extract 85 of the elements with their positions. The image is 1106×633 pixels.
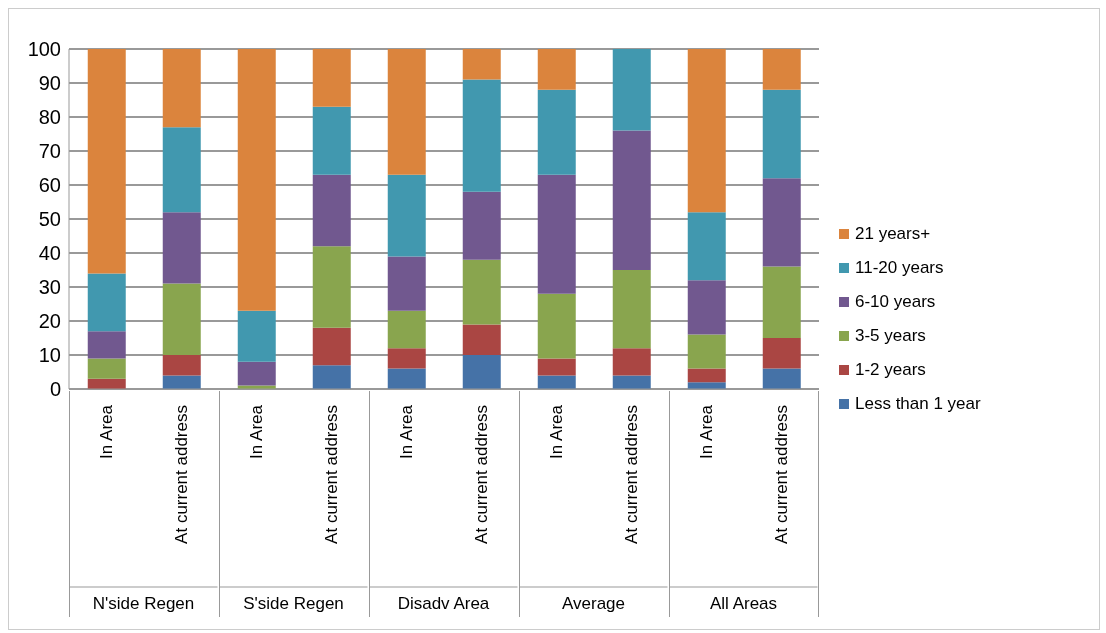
x-tick-label: At current address (321, 405, 341, 544)
y-tick-label: 40 (38, 242, 61, 265)
text: Average (561, 594, 626, 613)
y-tick-label: 100 (27, 38, 61, 61)
x-tick-label: At current address (771, 405, 791, 544)
bar (612, 130, 651, 270)
bar (87, 49, 126, 274)
x-tick-label: At current address (171, 405, 191, 544)
bar (462, 191, 501, 260)
bar (537, 293, 576, 359)
bar (762, 178, 801, 267)
y-tick-label: 80 (38, 106, 61, 129)
y-tick-label: 70 (38, 140, 61, 163)
y-tick-label: 0 (49, 378, 61, 401)
y-tick-label: 90 (38, 72, 61, 95)
bar (612, 49, 651, 131)
bar (312, 246, 351, 328)
bar (762, 89, 801, 179)
bar (162, 49, 201, 128)
bar (687, 49, 726, 213)
text: S'side Regen (243, 594, 344, 613)
bar (237, 49, 276, 311)
bar (162, 212, 201, 284)
bar (237, 310, 276, 362)
x-tick-label: In Area (696, 404, 716, 459)
bar (87, 273, 126, 332)
bar (237, 361, 276, 386)
bar (87, 358, 126, 379)
text: All Areas (709, 594, 778, 613)
bar (537, 174, 576, 294)
bar (387, 174, 426, 257)
bar (537, 375, 576, 389)
bar (687, 334, 726, 369)
legend-label: Less than 1 year (855, 394, 981, 414)
bar (312, 49, 351, 107)
y-tick-label: 20 (38, 310, 61, 333)
x-tick-label: In Area (546, 404, 566, 459)
bar (387, 310, 426, 349)
bar (462, 49, 501, 80)
bar (312, 365, 351, 389)
bar (762, 338, 801, 369)
x-tick-label: At current address (621, 405, 641, 544)
text: Disadv Area (397, 594, 490, 613)
bar (537, 89, 576, 175)
bar (612, 270, 651, 349)
y-tick-label: 60 (38, 174, 61, 197)
bar (312, 327, 351, 366)
legend-label: 6-10 years (855, 292, 936, 312)
bar (387, 368, 426, 389)
bar (162, 283, 201, 355)
bar (687, 212, 726, 281)
bar (762, 266, 801, 338)
legend-label: 3-5 years (855, 326, 926, 346)
bar (312, 106, 351, 175)
legend-label: 1-2 years (855, 360, 926, 380)
bar (537, 49, 576, 90)
x-tick-label: In Area (396, 404, 416, 459)
y-tick-label: 30 (38, 276, 61, 299)
y-tick-label: 50 (38, 208, 61, 231)
bar (462, 259, 501, 325)
bar (162, 375, 201, 389)
bar (87, 331, 126, 359)
bar (762, 368, 801, 389)
x-tick-label: In Area (96, 404, 116, 459)
bar (312, 174, 351, 247)
bar (162, 127, 201, 213)
x-tick-label: At current address (471, 405, 491, 544)
bar (162, 355, 201, 376)
bar (762, 49, 801, 90)
bar (462, 324, 501, 355)
bar (537, 358, 576, 376)
legend-label: 11-20 years (855, 258, 944, 278)
bar (462, 79, 501, 192)
bar (462, 355, 501, 389)
bar (612, 348, 651, 376)
bar (387, 256, 426, 311)
bar (612, 375, 651, 389)
bar (387, 348, 426, 369)
legend-label: 21 years+ (855, 224, 931, 244)
x-tick-label: In Area (246, 404, 266, 459)
y-tick-label: 10 (38, 344, 61, 367)
bar (687, 280, 726, 335)
bar (687, 368, 726, 383)
bar (387, 49, 426, 175)
text: N'side Regen (92, 594, 195, 613)
